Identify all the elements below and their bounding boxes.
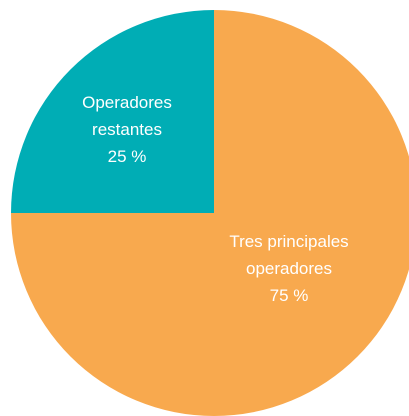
slice-label-line: operadores: [246, 259, 332, 278]
slice-label-line: restantes: [92, 120, 162, 139]
pie-labels: Tres principales operadores 75 % Operado…: [82, 93, 349, 305]
slice-value-label: 25 %: [108, 147, 147, 166]
slice-value-label: 75 %: [270, 286, 309, 305]
slice-label-line: Tres principales: [229, 232, 348, 251]
pie-slices: [11, 10, 409, 416]
slice-label-line: Operadores: [82, 93, 172, 112]
pie-slice-1: [11, 10, 214, 213]
